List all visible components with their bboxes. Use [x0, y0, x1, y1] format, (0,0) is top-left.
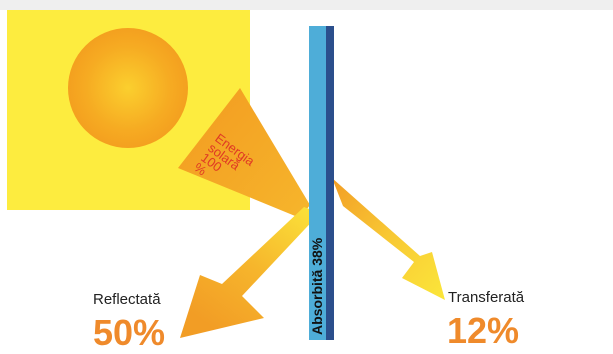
glass-pane-dark — [326, 26, 334, 340]
absorbed-label: Absorbită 38% — [309, 237, 325, 335]
reflected-percent: 50% — [93, 312, 166, 353]
transferred-label: Transferată — [448, 289, 525, 306]
transferred-arrow — [332, 178, 445, 300]
transferred-percent: 12% — [447, 310, 520, 351]
reflected-arrow — [180, 207, 320, 338]
incoming-beam — [178, 88, 310, 218]
sun-disc — [68, 28, 188, 148]
reflected-label: Reflectată — [93, 291, 161, 308]
glass-pane-light — [309, 26, 326, 340]
top-band — [0, 0, 613, 10]
